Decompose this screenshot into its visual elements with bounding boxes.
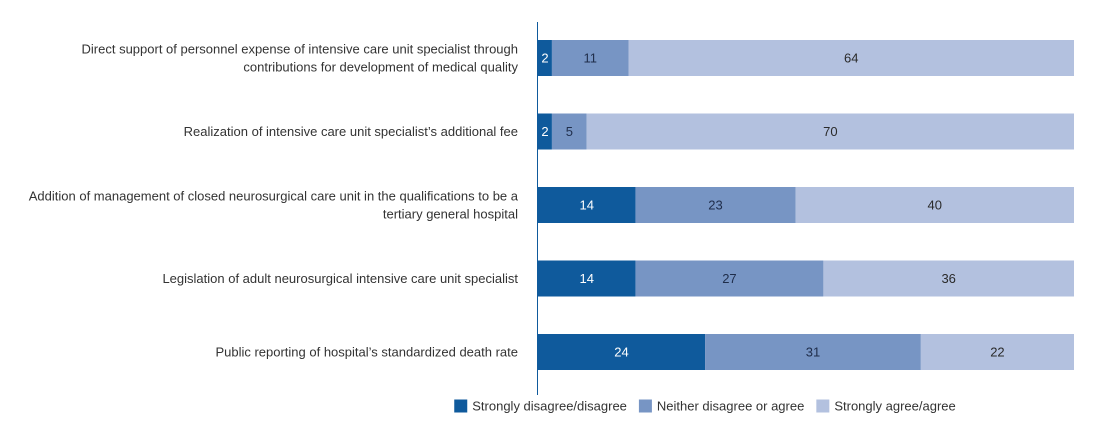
bar-segment bbox=[538, 40, 552, 76]
bar-value-label: 11 bbox=[583, 51, 597, 66]
bar-value-label: 70 bbox=[823, 124, 837, 139]
bar-segment bbox=[920, 334, 1074, 370]
category-labels: Direct support of personnel expense of i… bbox=[29, 42, 519, 360]
bar-value-label: 14 bbox=[579, 271, 593, 286]
category-label: Public reporting of hospital’s standardi… bbox=[215, 345, 518, 360]
bar-segment bbox=[538, 334, 706, 370]
bar-value-label: 24 bbox=[614, 345, 628, 360]
category-label-line: Public reporting of hospital’s standardi… bbox=[215, 345, 518, 360]
legend-swatch bbox=[454, 399, 468, 413]
bar-segment bbox=[551, 113, 587, 150]
bar-segment bbox=[795, 187, 1074, 223]
category-label-line: tertiary general hospital bbox=[383, 207, 518, 222]
bar-segment bbox=[538, 113, 552, 150]
bar-value-label: 2 bbox=[541, 51, 548, 66]
bar-segment bbox=[823, 260, 1074, 297]
legend-swatch bbox=[638, 399, 652, 413]
legend: Strongly disagree/disagree Neither disagr… bbox=[454, 399, 956, 414]
category-label: Direct support of personnel expense of i… bbox=[82, 42, 519, 75]
bar-segment bbox=[635, 260, 824, 297]
bar-segment bbox=[551, 40, 629, 76]
bar-value-label: 22 bbox=[990, 345, 1004, 360]
bar-value-label: 36 bbox=[941, 271, 955, 286]
bar-segment bbox=[586, 113, 1074, 150]
legend-label: Neither disagree or agree bbox=[657, 399, 804, 414]
category-label-line: contributions for development of medical… bbox=[243, 60, 518, 75]
bar-value-label: 31 bbox=[806, 345, 820, 360]
legend-label: Strongly agree/agree bbox=[834, 399, 955, 414]
legend-swatch bbox=[816, 399, 830, 413]
bar-segment bbox=[538, 260, 636, 297]
bar-segment bbox=[705, 334, 921, 370]
bar-segment bbox=[635, 187, 796, 223]
legend-label: Strongly disagree/disagree bbox=[472, 399, 627, 414]
bar-value-label: 14 bbox=[579, 198, 593, 213]
bar-segment bbox=[628, 40, 1074, 76]
bar-value-label: 64 bbox=[844, 51, 858, 66]
category-label-line: Direct support of personnel expense of i… bbox=[82, 42, 518, 57]
category-label-line: Legislation of adult neurosurgical inten… bbox=[162, 271, 518, 286]
bar-value-label: 2 bbox=[541, 124, 548, 139]
bar-value-label: 40 bbox=[928, 198, 942, 213]
bar-value-label: 27 bbox=[722, 271, 736, 286]
bar-value-label: 5 bbox=[566, 124, 573, 139]
category-label-line: Addition of management of closed neurosu… bbox=[29, 189, 519, 204]
bar-value-label: 23 bbox=[708, 198, 722, 213]
bar-segment bbox=[538, 187, 636, 223]
bar-segments: 2 11 64 2 5 70 14 23 40 14 27 36 24 31 22 bbox=[538, 40, 1074, 370]
category-label-line: Realization of intensive care unit speci… bbox=[184, 124, 518, 139]
category-label: Realization of intensive care unit speci… bbox=[184, 124, 518, 139]
category-label: Addition of management of closed neurosu… bbox=[29, 189, 519, 222]
category-label: Legislation of adult neurosurgical inten… bbox=[162, 271, 518, 286]
